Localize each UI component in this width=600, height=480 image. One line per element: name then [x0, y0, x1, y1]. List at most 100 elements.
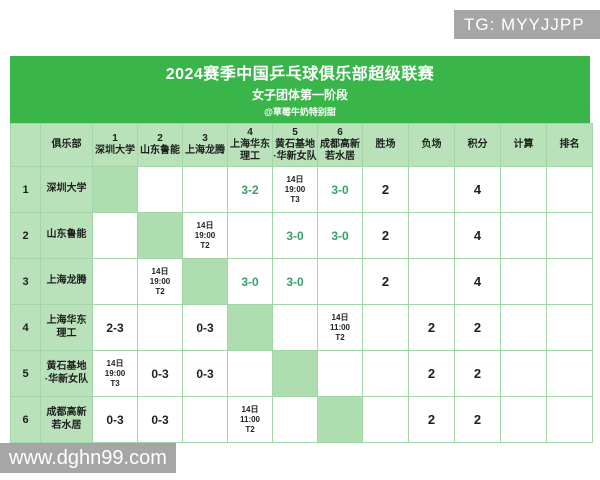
- self-match-cell: [182, 258, 228, 305]
- match-result-cell: 3-0: [227, 258, 273, 305]
- calc-cell: [500, 304, 547, 351]
- wins-cell: 2: [362, 258, 409, 305]
- self-match-cell: [92, 166, 138, 213]
- match-schedule-cell: 14日 19:00 T2: [182, 212, 228, 259]
- losses-cell: 2: [408, 350, 455, 397]
- column-header-3: 3 上海龙腾: [182, 123, 228, 167]
- points-cell: 4: [454, 258, 501, 305]
- match-result-cell: 0-3: [92, 396, 138, 443]
- column-header-积分: 积分: [454, 123, 501, 167]
- empty-match-cell: [92, 212, 138, 259]
- match-result-cell: 3-0: [317, 212, 363, 259]
- column-header-俱乐部: 俱乐部: [40, 123, 93, 167]
- empty-match-cell: [137, 166, 183, 213]
- results-table: 俱乐部 1 深圳大学 2 山东鲁能 3 上海龙腾 4 上海华东 理工 5 黄石基地 ·华新女队 6 成都高新…: [10, 123, 593, 443]
- empty-match-cell: [137, 304, 183, 351]
- match-result-cell: 0-3: [182, 350, 228, 397]
- self-match-cell: [227, 304, 273, 351]
- header-row: 俱乐部 1 深圳大学 2 山东鲁能 3 上海龙腾 4 上海华东 理工 5 黄石基地 ·华新女队 6 成都高新…: [10, 123, 593, 167]
- match-result-cell: 0-3: [137, 396, 183, 443]
- calc-cell: [500, 396, 547, 443]
- table-row-4: 4 上海华东 理工 2-3 0-3 14日 11:00 T2 2 2: [10, 304, 593, 351]
- column-header-胜场: 胜场: [362, 123, 409, 167]
- club-name: 成都高新 若水居: [40, 396, 93, 443]
- points-cell: 4: [454, 166, 501, 213]
- empty-match-cell: [317, 350, 363, 397]
- self-match-cell: [272, 350, 318, 397]
- points-cell: 2: [454, 304, 501, 351]
- match-result-cell: 0-3: [182, 304, 228, 351]
- match-schedule-cell: 14日 19:00 T2: [137, 258, 183, 305]
- column-header-1: 1 深圳大学: [92, 123, 138, 167]
- empty-match-cell: [92, 258, 138, 305]
- column-header-排名: 排名: [546, 123, 593, 167]
- empty-match-cell: [182, 166, 228, 213]
- table-row-1: 1 深圳大学 3-2 14日 19:00 T3 3-0 2 4: [10, 166, 593, 213]
- wins-cell: [362, 396, 409, 443]
- losses-cell: [408, 212, 455, 259]
- match-result-cell: 3-2: [227, 166, 273, 213]
- table-row-2: 2 山东鲁能 14日 19:00 T2 3-0 3-0 2 4: [10, 212, 593, 259]
- column-header-6: 6 成都高新 若水居: [317, 123, 363, 167]
- rank-cell: [546, 212, 593, 259]
- corner-header-cell: [10, 123, 41, 167]
- losses-cell: 2: [408, 396, 455, 443]
- wins-cell: 2: [362, 212, 409, 259]
- match-schedule-cell: 14日 11:00 T2: [227, 396, 273, 443]
- match-result-cell: 2-3: [92, 304, 138, 351]
- match-schedule-cell: 14日 11:00 T2: [317, 304, 363, 351]
- losses-cell: [408, 166, 455, 213]
- column-header-2: 2 山东鲁能: [137, 123, 183, 167]
- league-table-card: 2024赛季中国乒乓球俱乐部超级联赛 女子团体第一阶段 @草莓牛奶特别甜 俱乐部…: [10, 56, 593, 443]
- club-name: 黄石基地 ·华新女队: [40, 350, 93, 397]
- rank-cell: [546, 166, 593, 213]
- stage-subtitle: 女子团体第一阶段: [251, 88, 348, 102]
- match-result-cell: 3-0: [272, 212, 318, 259]
- empty-match-cell: [272, 304, 318, 351]
- rank-cell: [546, 350, 593, 397]
- match-schedule-cell: 14日 19:00 T3: [272, 166, 318, 213]
- league-title: 2024赛季中国乒乓球俱乐部超级联赛: [165, 66, 435, 83]
- calc-cell: [500, 212, 547, 259]
- column-header-负场: 负场: [408, 123, 455, 167]
- match-schedule-cell: 14日 19:00 T3: [92, 350, 138, 397]
- credit-handle: @草莓牛奶特别甜: [264, 107, 336, 117]
- table-row-5: 5 黄石基地 ·华新女队 14日 19:00 T3 0-3 0-3 2 2: [10, 350, 593, 397]
- calc-cell: [500, 350, 547, 397]
- match-result-cell: 0-3: [137, 350, 183, 397]
- row-number: 4: [10, 304, 41, 351]
- points-cell: 2: [454, 350, 501, 397]
- row-number: 3: [10, 258, 41, 305]
- points-cell: 4: [454, 212, 501, 259]
- row-number: 5: [10, 350, 41, 397]
- table-row-3: 3 上海龙腾 14日 19:00 T2 3-0 3-0 2 4: [10, 258, 593, 305]
- table-row-6: 6 成都高新 若水居 0-3 0-3 14日 11:00 T2 2 2: [10, 396, 593, 443]
- empty-match-cell: [317, 258, 363, 305]
- column-header-5: 5 黄石基地 ·华新女队: [272, 123, 318, 167]
- empty-match-cell: [227, 212, 273, 259]
- calc-cell: [500, 258, 547, 305]
- rank-cell: [546, 258, 593, 305]
- wins-cell: [362, 350, 409, 397]
- column-header-计算: 计算: [500, 123, 547, 167]
- club-name: 深圳大学: [40, 166, 93, 213]
- rank-cell: [546, 304, 593, 351]
- wins-cell: [362, 304, 409, 351]
- watermark-telegram: TG: MYYJJPP: [454, 10, 600, 39]
- row-number: 6: [10, 396, 41, 443]
- empty-match-cell: [227, 350, 273, 397]
- empty-match-cell: [272, 396, 318, 443]
- match-result-cell: 3-0: [272, 258, 318, 305]
- calc-cell: [500, 166, 547, 213]
- points-cell: 2: [454, 396, 501, 443]
- empty-match-cell: [182, 396, 228, 443]
- watermark-website: www.dghn99.com: [0, 443, 176, 473]
- club-name: 上海龙腾: [40, 258, 93, 305]
- club-name: 山东鲁能: [40, 212, 93, 259]
- table-title-band: 2024赛季中国乒乓球俱乐部超级联赛 女子团体第一阶段 @草莓牛奶特别甜: [10, 56, 590, 123]
- losses-cell: 2: [408, 304, 455, 351]
- losses-cell: [408, 258, 455, 305]
- club-name: 上海华东 理工: [40, 304, 93, 351]
- row-number: 2: [10, 212, 41, 259]
